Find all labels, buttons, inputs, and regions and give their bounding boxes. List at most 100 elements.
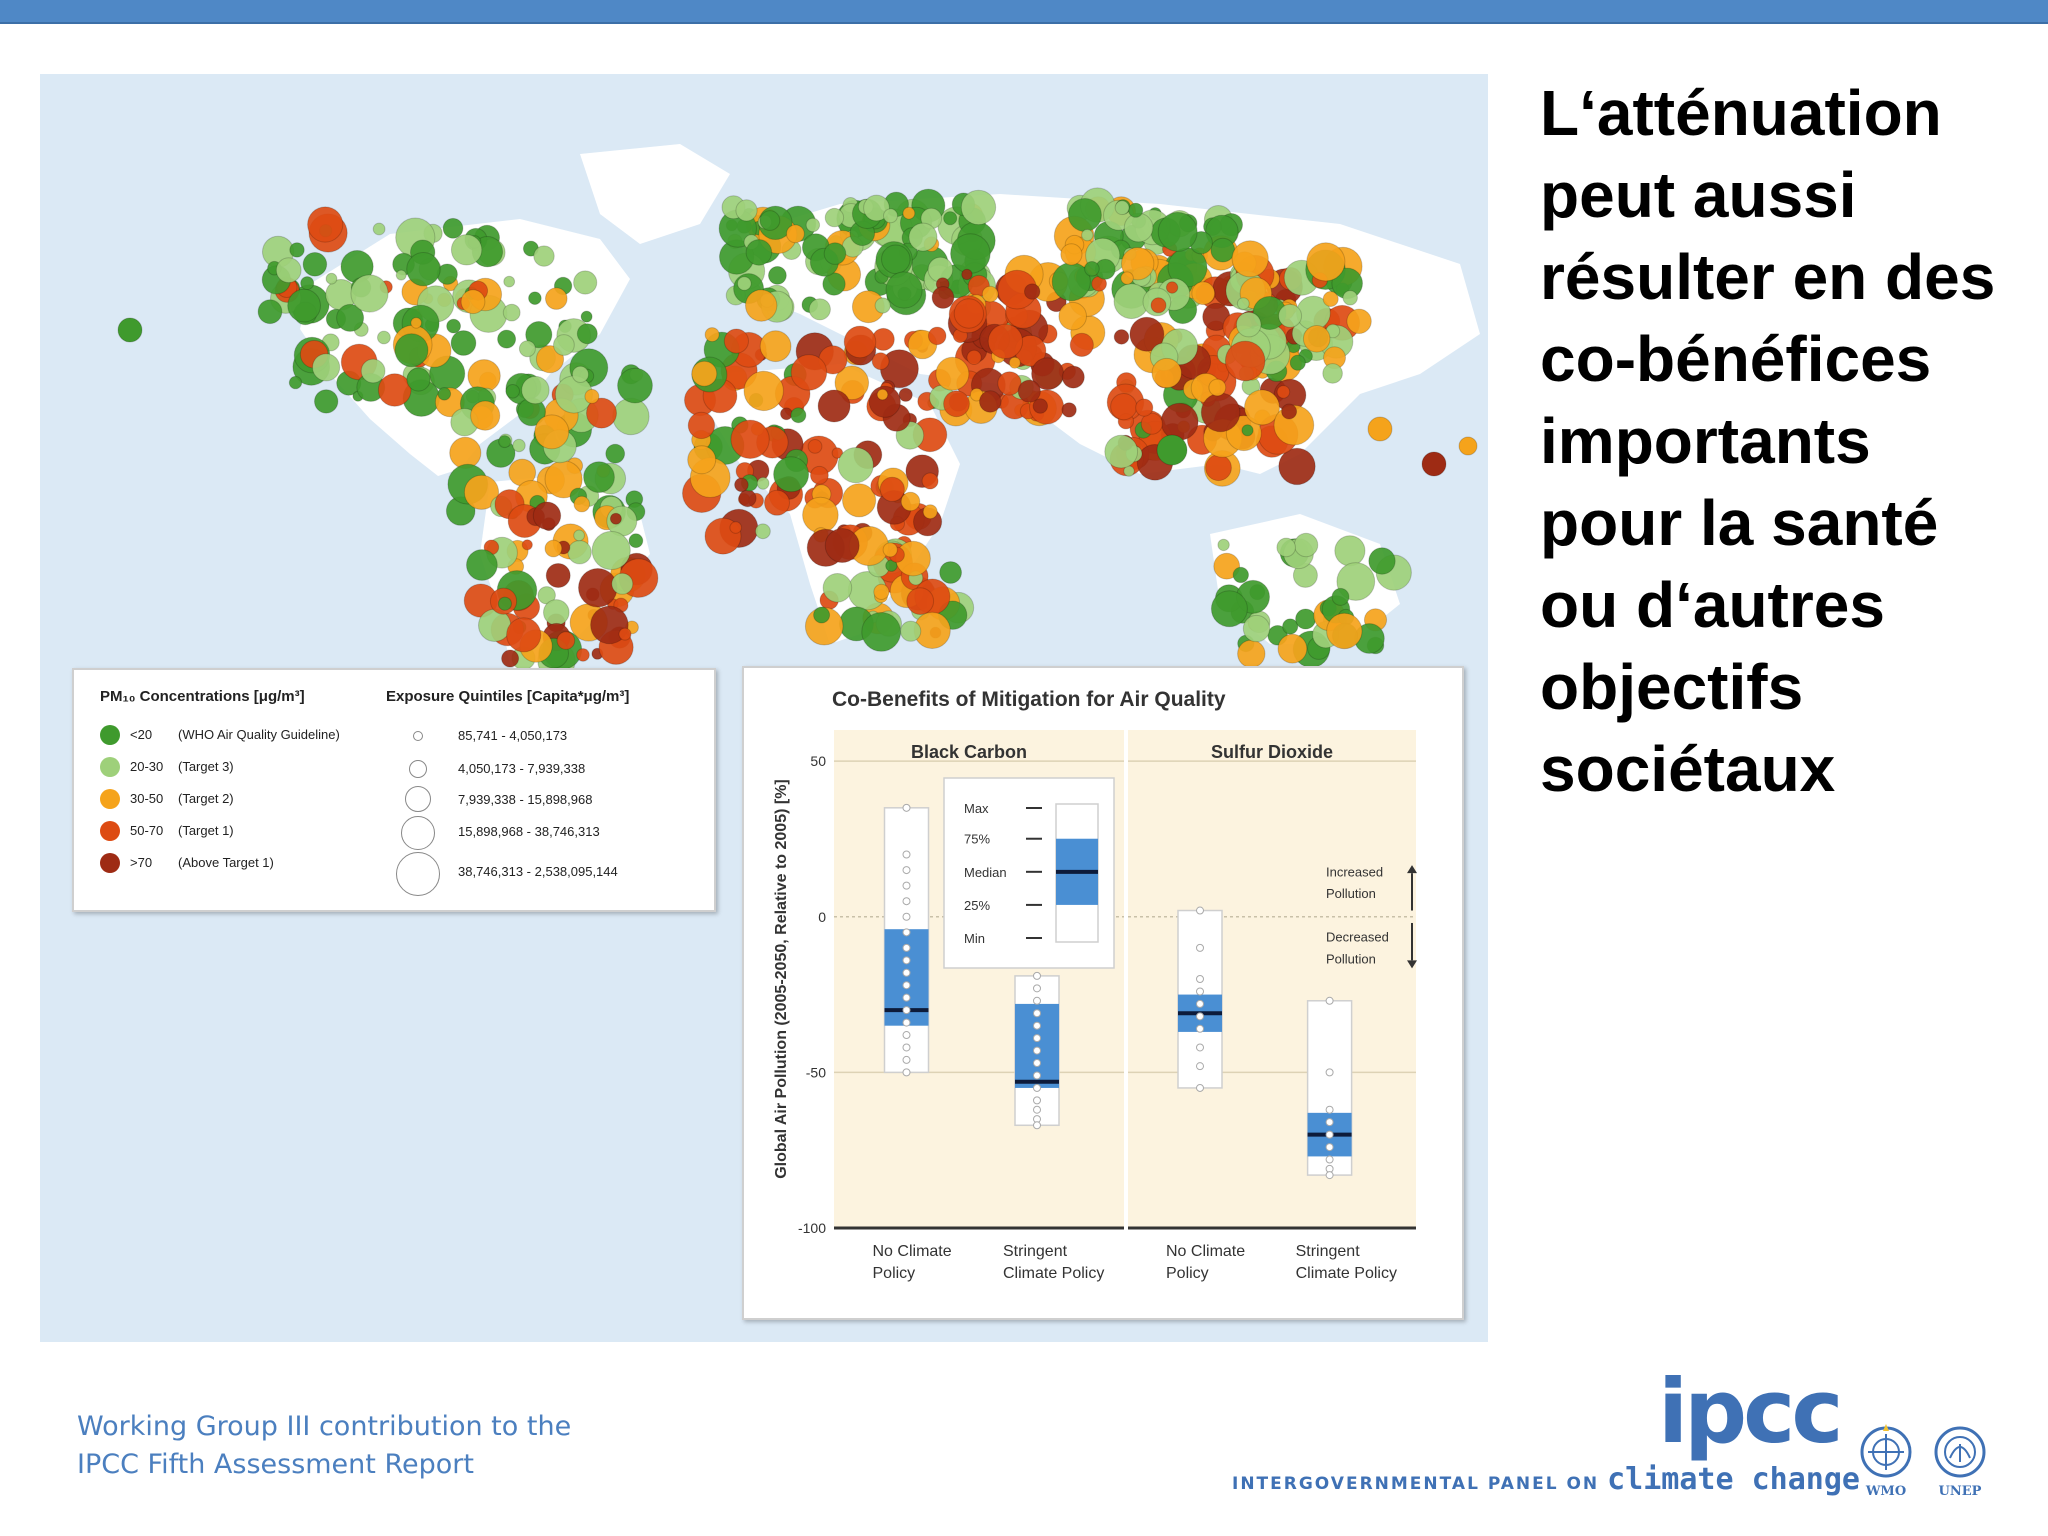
- pm10-dot: [831, 447, 844, 459]
- exposure-range: 4,050,173 - 7,939,338: [458, 761, 586, 776]
- exposure-range: 15,898,968 - 38,746,313: [458, 824, 600, 839]
- pm10-dot: [312, 353, 341, 382]
- model-point: [902, 1068, 911, 1077]
- pm10-dot: [823, 242, 847, 265]
- model-point: [902, 981, 911, 990]
- pm10-dot: [687, 445, 717, 475]
- pm10-dot: [1151, 357, 1182, 389]
- legend-dot-icon: [100, 853, 120, 873]
- pm10-dot: [764, 489, 790, 516]
- footer-line-1: Working Group III contribution to the: [77, 1411, 572, 1442]
- unep-label: UNEP: [1938, 1484, 1982, 1499]
- pm10-dot: [605, 443, 626, 464]
- pm10-dot: [573, 529, 585, 542]
- model-point: [902, 1006, 911, 1015]
- pm10-dot: [807, 439, 823, 454]
- pm10-dot: [743, 370, 784, 412]
- pm10-dot: [881, 244, 911, 275]
- model-point: [1196, 1083, 1204, 1092]
- pm10-dot: [927, 326, 947, 346]
- up-arrow-icon: [1407, 865, 1417, 874]
- pm10-dot: [1367, 416, 1393, 442]
- legend-dot-icon: [100, 725, 120, 745]
- pm10-dot: [1326, 612, 1363, 650]
- pm10-dot: [902, 206, 916, 220]
- pm10-dot: [882, 542, 898, 558]
- pm10-dot: [1276, 385, 1291, 399]
- map-legend-panel: PM₁₀ Concentrations [μg/m³] Exposure Qui…: [72, 668, 716, 912]
- pm10-dot: [497, 329, 517, 349]
- pm10-dot: [1306, 242, 1346, 282]
- pm10-dot: [734, 477, 749, 493]
- legend-dot-icon: [100, 789, 120, 809]
- greenland-landmass: [580, 144, 730, 244]
- pm10-dot: [943, 211, 958, 226]
- pm10-dot: [863, 194, 890, 222]
- exposure-circle-icon: [409, 760, 427, 778]
- pm10-dot: [1156, 434, 1188, 466]
- pm10-dot: [1458, 436, 1478, 456]
- top-accent-bar: [0, 0, 2048, 24]
- pm10-dot: [325, 272, 338, 285]
- pm10-dot: [943, 390, 970, 418]
- decreased-pollution-label: Pollution: [1326, 951, 1376, 966]
- pm10-dot: [1295, 608, 1317, 630]
- pm10-dot: [745, 289, 778, 322]
- pm10-dot: [1208, 378, 1227, 397]
- y-tick-label: 50: [810, 753, 826, 769]
- model-point: [1325, 1155, 1334, 1164]
- pm10-dot: [521, 539, 533, 551]
- pm10-dot: [873, 583, 890, 601]
- model-point: [1033, 1021, 1041, 1030]
- pm10-dot: [817, 389, 851, 423]
- ipcc-subtitle-small: INTERGOVERNMENTAL PANEL ON: [1232, 1474, 1600, 1494]
- model-point: [1196, 906, 1204, 915]
- model-point: [1196, 1062, 1204, 1071]
- pm10-dot: [525, 321, 553, 349]
- down-arrow-icon: [1407, 960, 1417, 969]
- model-point: [1325, 1130, 1334, 1139]
- pm10-dot: [987, 323, 1024, 359]
- pm10-dot: [966, 349, 982, 365]
- pm10-dot: [503, 275, 516, 288]
- pm10-dot: [394, 333, 429, 368]
- cobenefits-chart: Co-Benefits of Mitigation for Air Qualit…: [773, 688, 1417, 1282]
- pm10-dot: [810, 465, 829, 485]
- pm10-dot: [759, 330, 792, 363]
- pm10-dot: [1231, 240, 1269, 278]
- pm10-dot: [939, 561, 962, 584]
- pm10-dot: [1210, 590, 1248, 628]
- pm10-dot: [961, 268, 973, 281]
- pm10-dot: [931, 286, 955, 309]
- model-point: [902, 928, 911, 937]
- pm10-dot: [1060, 243, 1083, 266]
- exposure-circle-icon: [413, 731, 423, 741]
- pm10-dot: [1282, 618, 1299, 635]
- legend-range: <20: [130, 727, 153, 742]
- model-point: [1325, 1143, 1334, 1152]
- pm10-dot: [611, 572, 634, 595]
- pm10-dot: [288, 375, 303, 390]
- pm10-dot: [580, 310, 593, 323]
- model-point: [1196, 1024, 1204, 1033]
- pm10-dot: [466, 549, 498, 581]
- pm10-dot: [1224, 340, 1266, 382]
- pm10-dot: [1289, 354, 1306, 371]
- pm10-dot: [406, 367, 431, 392]
- model-point: [902, 881, 911, 890]
- pm10-dot: [898, 387, 913, 402]
- pm10-dot: [502, 303, 521, 322]
- pm10-dot: [1140, 412, 1163, 435]
- pm10-dot: [1322, 291, 1339, 307]
- pm10-dot: [1110, 393, 1138, 421]
- legend-dot-icon: [100, 821, 120, 841]
- pm10-dot: [528, 291, 542, 305]
- pm10-dot: [691, 360, 718, 387]
- cobenefits-chart-panel: Co-Benefits of Mitigation for Air Qualit…: [742, 666, 1464, 1320]
- ipcc-subtitle-large: climate change: [1607, 1462, 1860, 1497]
- model-point: [1033, 1046, 1041, 1055]
- pm10-dot: [300, 276, 315, 291]
- panel-background: [1128, 730, 1416, 1228]
- exposure-range: 85,741 - 4,050,173: [458, 728, 568, 743]
- panel-title: Sulfur Dioxide: [1211, 742, 1333, 762]
